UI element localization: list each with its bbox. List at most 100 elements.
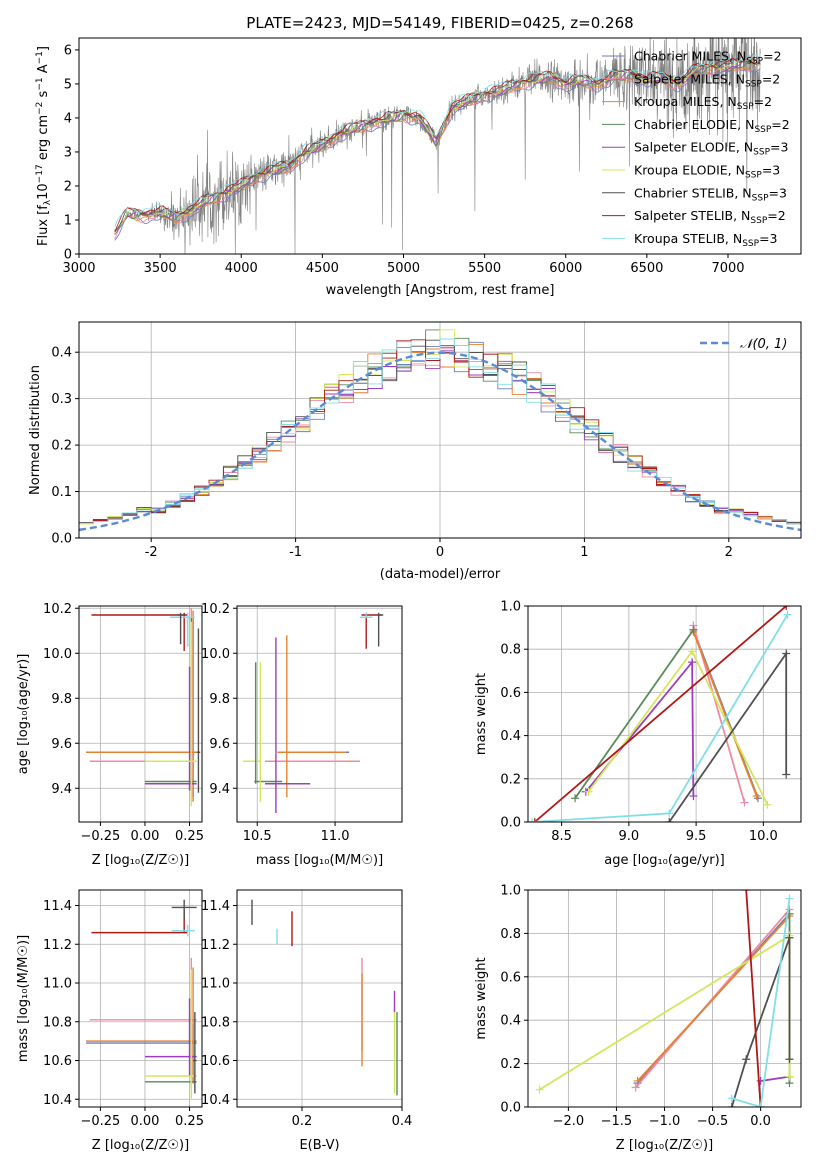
y-tick-label: 10.8 — [201, 1015, 230, 1030]
y-tick-label: 10.0 — [43, 647, 72, 662]
x-tick-label: 7000 — [711, 261, 744, 276]
y-tick-label: 11.2 — [43, 938, 72, 953]
spectrum-plot — [114, 38, 761, 254]
weight-line-7 — [745, 890, 762, 1107]
x-tick-label: 4500 — [306, 261, 339, 276]
legend-label: Kroupa MILES, NSSP=2 — [634, 94, 772, 112]
x-tick-label: −0.25 — [80, 829, 120, 844]
y-tick-label: 10.8 — [43, 1015, 72, 1030]
legend: Chabrier MILES, NSSP=2 Salpeter MILES, NS… — [602, 49, 790, 249]
x-axis-label: Z [log₁₀(Z/Z☉)] — [92, 853, 189, 868]
errorbar-point-6 — [196, 628, 201, 793]
y-tick-label: 0.8 — [500, 927, 521, 942]
x-tick-label: 0.25 — [175, 829, 204, 844]
y-tick-label: 0.4 — [500, 729, 521, 744]
spectrum-frame — [78, 37, 802, 255]
weight-vs-age-frame — [527, 605, 802, 823]
x-tick-label: -1 — [289, 545, 302, 560]
weight-marker — [727, 1103, 736, 1107]
x-tick-label: 2 — [725, 545, 733, 560]
weight-marker — [584, 787, 593, 796]
weight-line-6 — [730, 937, 791, 1107]
y-tick-label: 11.4 — [201, 899, 230, 914]
y-tick-label: 11.2 — [201, 938, 230, 953]
weight-marker — [727, 1094, 736, 1103]
x-tick-label: 0.4 — [392, 1114, 413, 1129]
legend-label: Chabrier ELODIE, NSSP=2 — [634, 117, 790, 135]
x-tick-label: 5000 — [387, 261, 420, 276]
y-tick-label: 0.2 — [500, 772, 521, 787]
weight-line-4 — [760, 1075, 790, 1082]
weight-marker — [785, 933, 794, 942]
x-tick-label: -2 — [145, 545, 158, 560]
errorbar-point-8 — [171, 924, 195, 937]
weight-line-6 — [668, 650, 788, 822]
errorbar-point-6 — [193, 1012, 197, 1094]
y-tick-label: 10.6 — [43, 1054, 72, 1069]
weight-marker — [528, 818, 537, 822]
weight-line-4 — [585, 659, 695, 797]
errorbar-point-9 — [377, 612, 384, 647]
x-tick-label: 11.0 — [321, 829, 350, 844]
weight-line-2 — [636, 915, 791, 1082]
legend-label: Chabrier STELIB, NSSP=3 — [634, 185, 787, 203]
weight-marker — [785, 1072, 794, 1081]
y-tick-label: 6 — [64, 43, 72, 58]
residuals-plot — [79, 329, 801, 532]
y-tick-label: 9.6 — [209, 737, 230, 752]
weight-vs-Z-axes: −2.0 −1.5 −1.0 −0.5 0.0 0.0 0.2 0.4 0.6 0.8 1.0 — [500, 884, 802, 1129]
y-axis-label: mass weight — [474, 673, 489, 755]
x-tick-label: 0.25 — [175, 1114, 204, 1129]
y-tick-label: 5 — [64, 77, 72, 92]
y-tick-label: 0.6 — [500, 686, 521, 701]
y-axis-label: Normed distribution — [28, 365, 43, 495]
y-tick-label: 0 — [64, 248, 72, 263]
weight-marker — [689, 792, 698, 801]
weight-marker — [530, 818, 539, 822]
x-tick-label: 6000 — [549, 261, 582, 276]
y-axis-label: mass [log₁₀(M/M☉)] — [16, 935, 31, 1062]
weight-marker — [782, 606, 791, 610]
legend-label: Salpeter MILES, NSSP=2 — [634, 71, 780, 89]
age-vs-Z-axes: −0.25 0.00 0.25 9.4 9.6 9.8 10.0 10.2 — [43, 602, 204, 844]
mass-vs-Z-plot — [86, 899, 197, 1100]
weight-marker — [763, 800, 772, 809]
normal-reference-curve — [79, 351, 801, 532]
y-tick-label: 10.0 — [201, 647, 230, 662]
y-tick-label: 11.4 — [43, 899, 72, 914]
age-vs-Z-plot — [86, 608, 201, 807]
weight-marker — [782, 770, 791, 779]
y-tick-label: 2 — [64, 179, 72, 194]
x-tick-label: 9.5 — [686, 829, 707, 844]
weight-marker — [782, 649, 791, 658]
y-tick-label: 1 — [64, 213, 72, 228]
x-axis-label: E(B-V) — [299, 1138, 339, 1153]
x-tick-label: 10.5 — [243, 829, 272, 844]
errorbar-point-2 — [86, 610, 197, 802]
x-tick-label: 1 — [580, 545, 588, 560]
errorbar-point-8 — [359, 612, 373, 618]
y-tick-label: 1.0 — [500, 600, 521, 615]
errorbar-point-2 — [277, 635, 346, 798]
spectrum-axes: 3000 3500 4000 4500 5000 5500 6000 6500 7000 0 1 2 3… — [62, 37, 802, 276]
errorbar-point-7 — [91, 909, 188, 934]
legend-label: 𝒩(0, 1) — [740, 337, 787, 352]
y-tick-label: 9.8 — [51, 692, 72, 707]
x-axis-label: wavelength [Angstrom, rest frame] — [326, 283, 555, 298]
weight-marker — [535, 1085, 544, 1094]
y-tick-label: 0.6 — [500, 970, 521, 985]
y-tick-label: 0.8 — [500, 643, 521, 658]
y-tick-label: 0.1 — [51, 485, 72, 500]
y-tick-label: 11.0 — [201, 977, 230, 992]
y-tick-label: 0.2 — [500, 1057, 521, 1072]
mass-vs-EBV-plot — [251, 899, 398, 1096]
x-tick-label: −0.5 — [697, 1114, 729, 1129]
weight-marker — [631, 1083, 640, 1092]
weight-vs-age-plot — [528, 606, 792, 822]
y-tick-label: 9.4 — [51, 782, 72, 797]
x-axis-label: mass [log₁₀(M/M☉)] — [256, 853, 383, 868]
x-tick-label: −0.25 — [80, 1114, 120, 1129]
weight-marker — [740, 798, 749, 807]
x-tick-label: 8.5 — [551, 829, 572, 844]
